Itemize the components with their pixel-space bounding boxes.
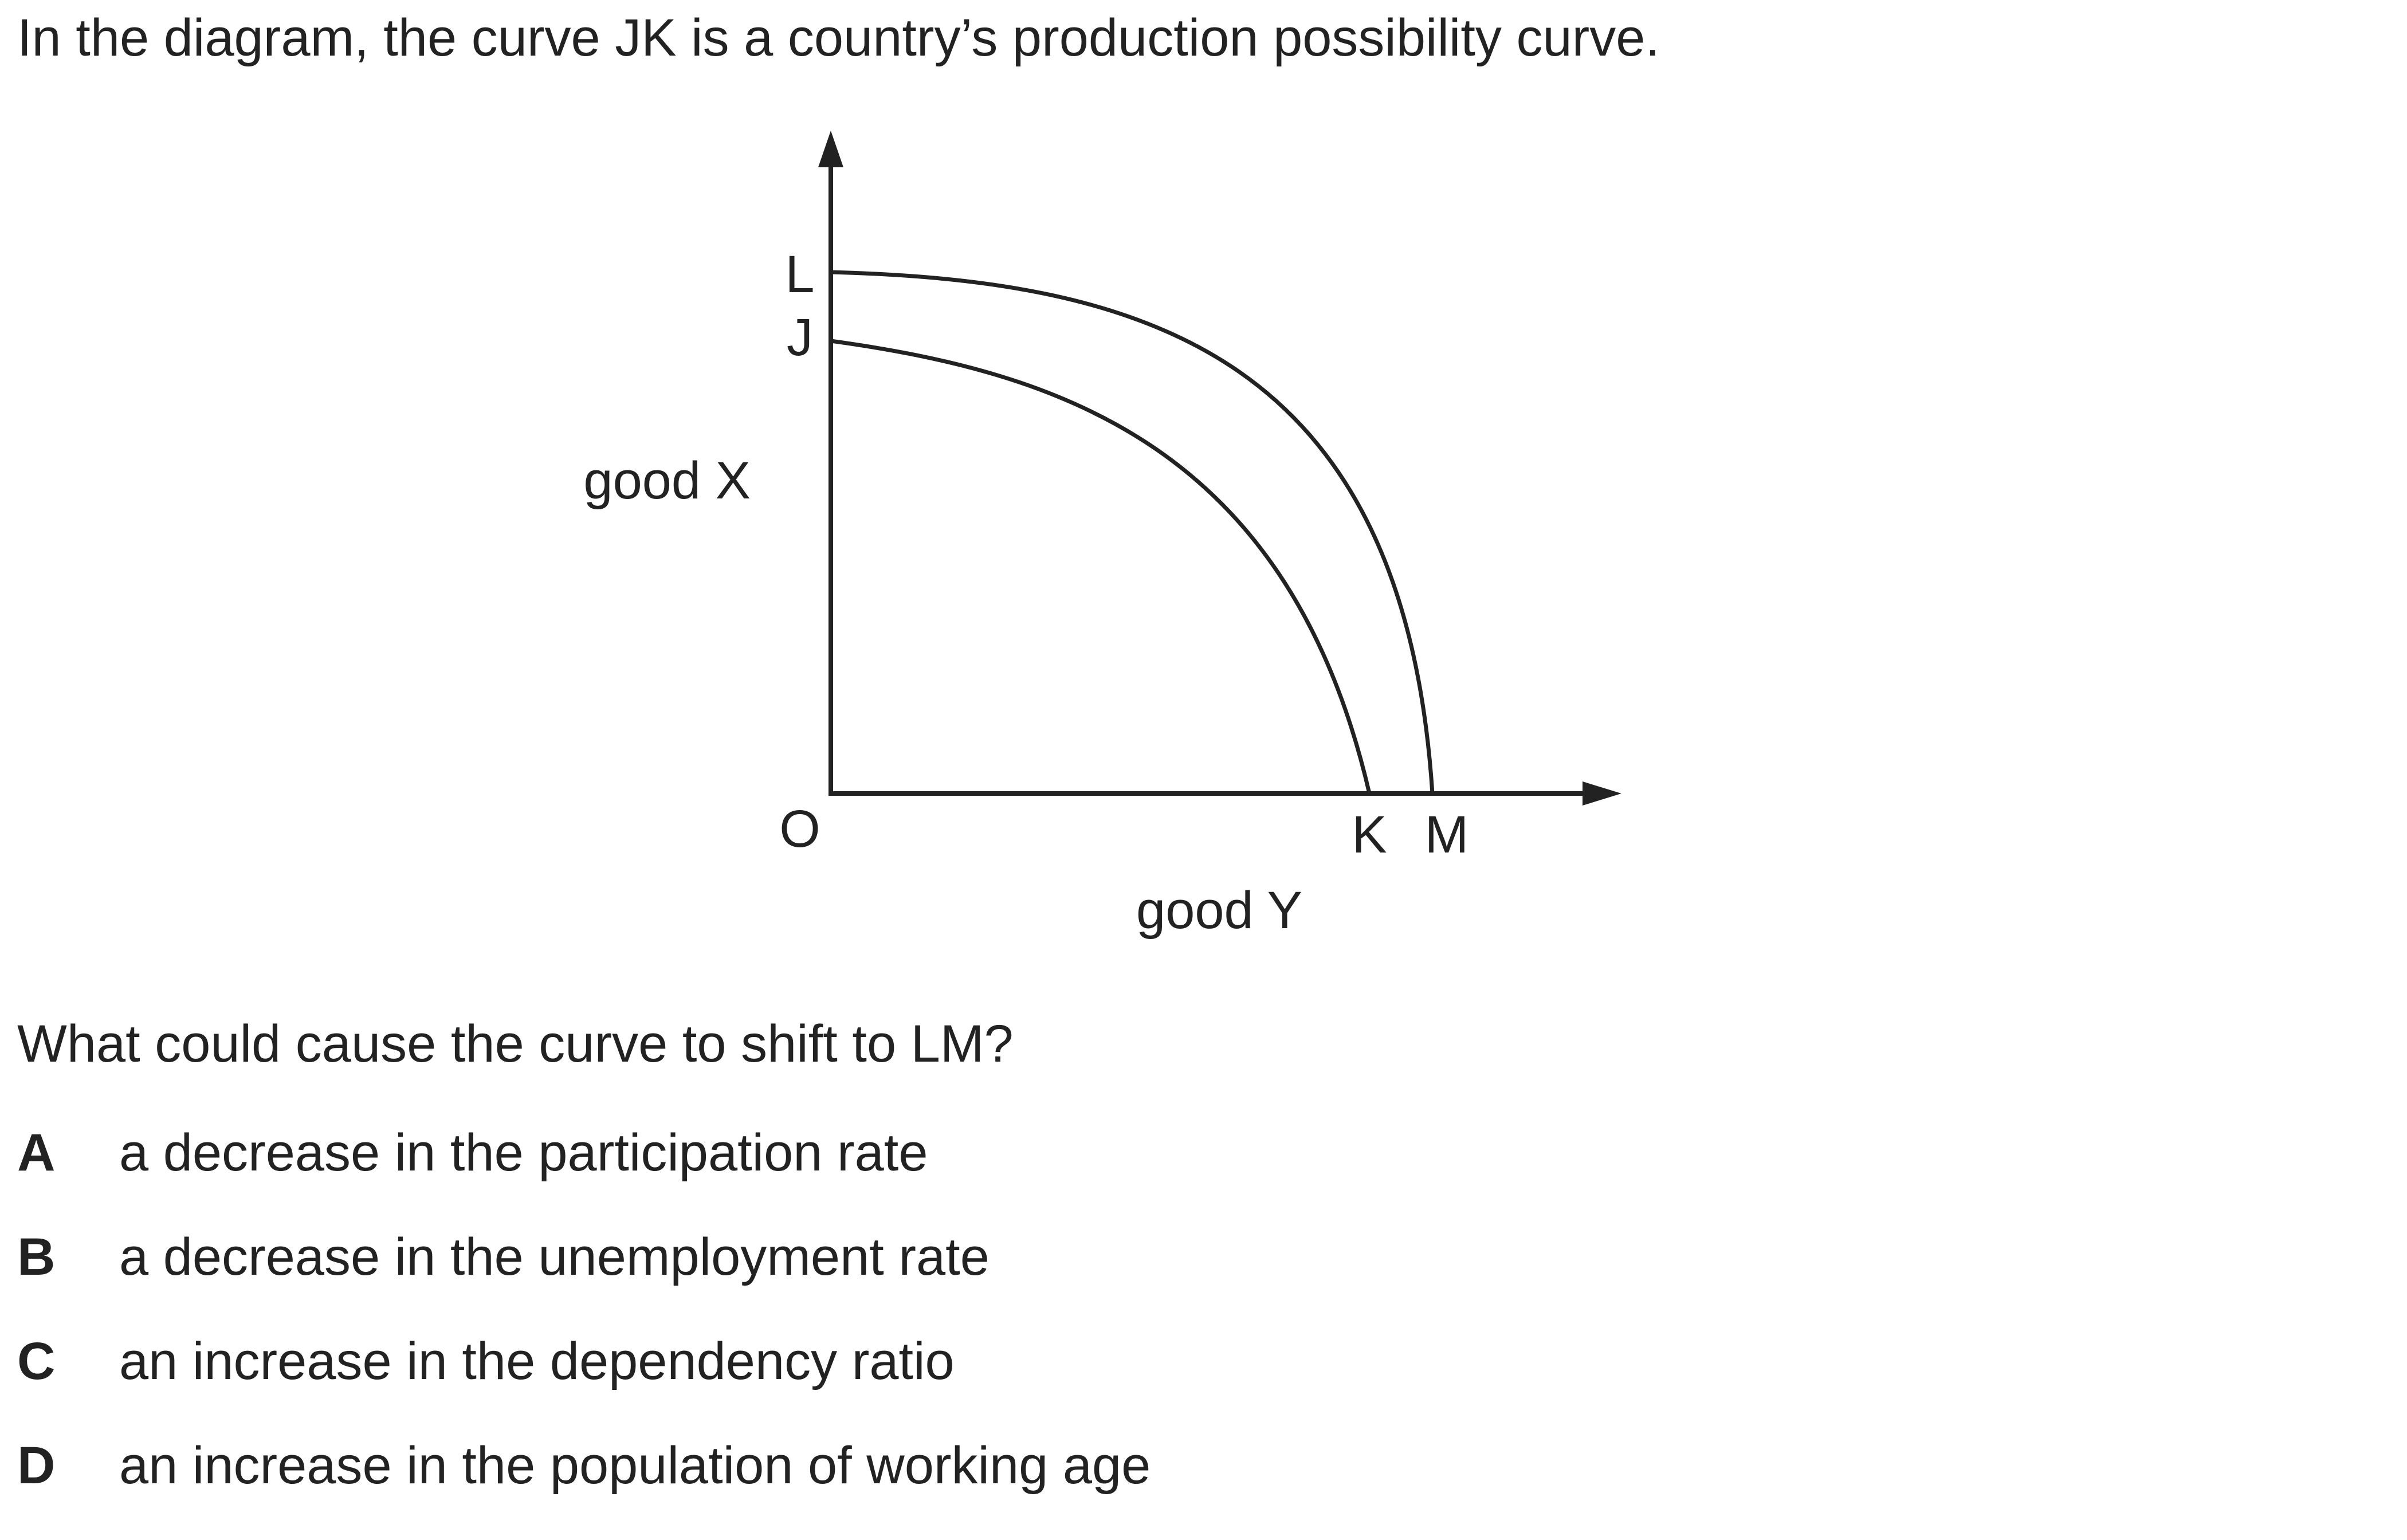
option-letter: D xyxy=(17,1436,56,1495)
option-letter: A xyxy=(17,1123,56,1182)
question-intro: In the diagram, the curve JK is a countr… xyxy=(17,9,1660,67)
point-label-m: M xyxy=(1425,806,1469,864)
option-text: an increase in the dependency ratio xyxy=(119,1332,955,1390)
y-axis-label: good X xyxy=(583,451,751,510)
curve-lm xyxy=(830,270,1435,794)
point-label-j: J xyxy=(787,308,813,367)
point-label-k: K xyxy=(1352,806,1387,864)
option-text: a decrease in the unemployment rate xyxy=(119,1228,989,1286)
ppc-diagram: L J good X O K M good Y xyxy=(583,131,1621,940)
y-axis-arrowhead xyxy=(818,131,843,167)
x-axis-label: good Y xyxy=(1136,881,1302,940)
curve-jk xyxy=(830,339,1372,794)
option-letter: C xyxy=(17,1332,56,1390)
x-axis-arrowhead xyxy=(1583,781,1621,806)
option-text: a decrease in the participation rate xyxy=(119,1123,928,1182)
origin-label: O xyxy=(779,800,820,858)
option-text: an increase in the population of working… xyxy=(119,1436,1151,1495)
point-label-l: L xyxy=(785,245,814,304)
question-text: What could cause the curve to shift to L… xyxy=(17,1015,1014,1073)
option-letter: B xyxy=(17,1228,56,1286)
